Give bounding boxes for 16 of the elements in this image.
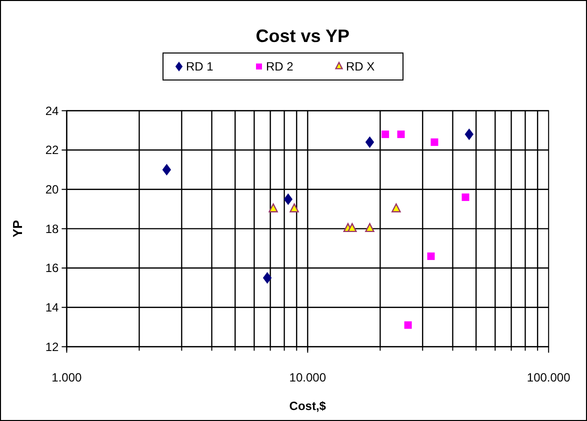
y-tick-label: 24 bbox=[45, 104, 60, 118]
x-tick-label: 10.000 bbox=[289, 370, 326, 385]
y-axis-title: YP bbox=[10, 220, 25, 238]
legend-label: RD 1 bbox=[186, 60, 214, 74]
legend-label: RD 2 bbox=[266, 60, 294, 74]
y-tick-label: 22 bbox=[45, 143, 60, 158]
y-tick-label: 14 bbox=[45, 300, 60, 315]
legend-label: RD X bbox=[346, 60, 375, 74]
y-tick-label: 20 bbox=[45, 182, 60, 197]
y-tick-label: 18 bbox=[45, 222, 60, 236]
y-tick-label: 12 bbox=[45, 340, 60, 354]
x-axis-title: Cost,$ bbox=[289, 399, 326, 413]
chart-title: Cost vs YP bbox=[256, 26, 350, 46]
x-tick-label: 100.000 bbox=[526, 370, 571, 385]
y-tick-label: 16 bbox=[45, 261, 60, 276]
x-tick-label: 1.000 bbox=[52, 370, 82, 385]
